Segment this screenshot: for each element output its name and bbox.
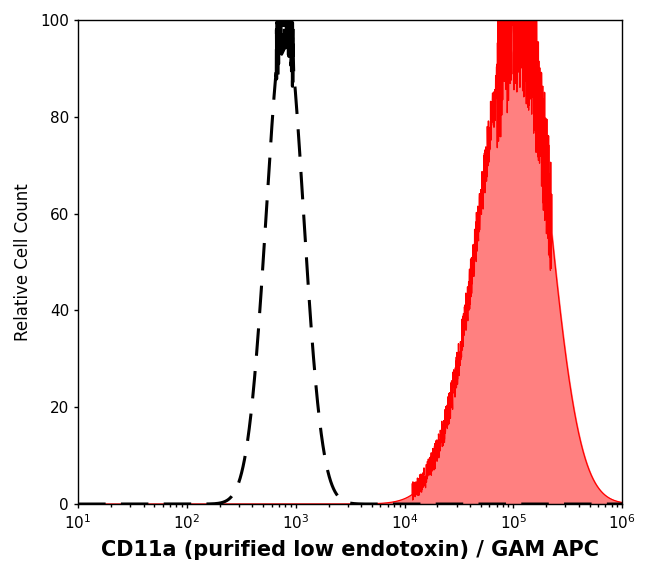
- X-axis label: CD11a (purified low endotoxin) / GAM APC: CD11a (purified low endotoxin) / GAM APC: [101, 540, 599, 560]
- Y-axis label: Relative Cell Count: Relative Cell Count: [14, 183, 32, 341]
